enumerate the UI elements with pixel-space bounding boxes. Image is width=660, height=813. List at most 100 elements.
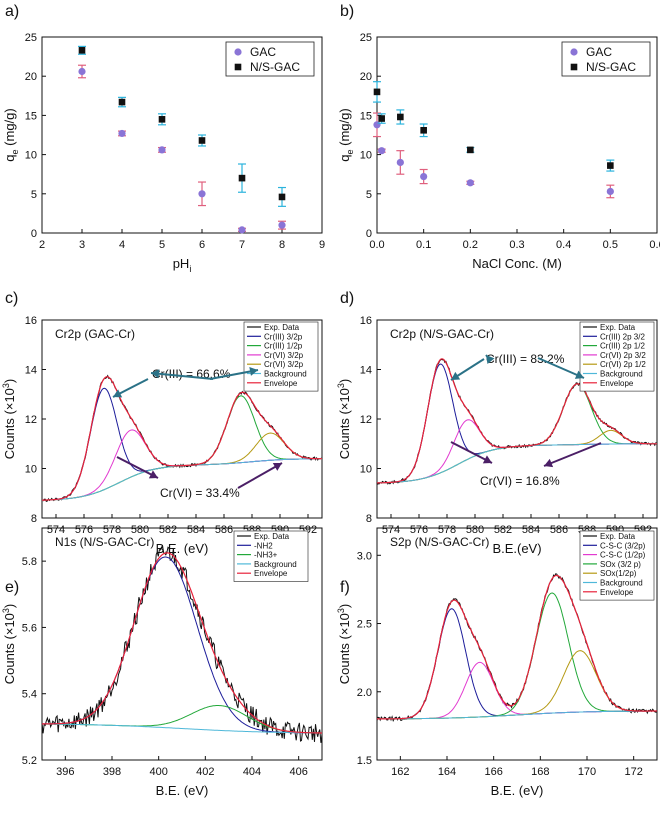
annotation-arrowhead — [482, 455, 492, 464]
x-tick-label: 576 — [410, 524, 428, 536]
x-tick-label: 576 — [75, 524, 93, 536]
data-point-nsgac — [198, 137, 206, 144]
panel-letter: b) — [340, 3, 354, 20]
x-tick-label: 396 — [56, 766, 74, 778]
x-tick-label: 400 — [149, 766, 167, 778]
data-point-gac — [606, 187, 614, 196]
legend-frame — [225, 41, 315, 77]
y-tick-label: 25 — [25, 32, 37, 44]
legend-label: -NH3+ — [254, 551, 278, 560]
legend-label: C-S-C (1/2p) — [600, 551, 646, 560]
data-point-nsgac — [278, 193, 286, 201]
scatter-panel-b: 0.0 0.1 0.2 0.3 0.4 0.5 0.6 0 5 10 15 20 25 NaCl Conc… — [337, 3, 660, 271]
plot-area — [42, 544, 322, 743]
x-axis-label: pHi — [173, 256, 192, 274]
data-point-gac — [78, 67, 86, 76]
data-point-nsgac — [420, 126, 427, 134]
x-tick-label: 404 — [243, 766, 261, 778]
legend-label: C-S-C (3/2p) — [600, 541, 646, 550]
y-axis-label-sub: e — [10, 149, 20, 154]
x-tick-label: 584 — [522, 524, 540, 536]
x-axis-label-main: NaCl Conc. (M) — [472, 256, 562, 271]
legend-label: Background — [254, 560, 297, 569]
panel-letter: e) — [5, 579, 19, 596]
data-point-nsgac — [78, 47, 86, 54]
x-tick-label: 164 — [438, 766, 456, 778]
data-point-nsgac — [238, 174, 246, 182]
plot-area — [377, 358, 657, 485]
x-tick-label: 168 — [531, 766, 549, 778]
y-tick-label: 2.0 — [357, 687, 372, 699]
legend-label: Exp. Data — [600, 323, 636, 332]
legend-label: -NH2 — [254, 541, 273, 550]
y-tick-label: 12 — [360, 414, 372, 426]
legend-frame — [561, 41, 651, 77]
x-tick-label: 7 — [239, 239, 245, 251]
legend-frame — [243, 321, 319, 392]
y-tick-label: 3.0 — [357, 550, 372, 562]
y-axis-label-main: Counts (×10 — [337, 388, 352, 459]
annotation-cr3: Cr(III) = 83.2% — [486, 352, 565, 366]
x-tick-label: 582 — [159, 524, 177, 536]
background-line — [42, 723, 322, 734]
data-point-gac — [118, 129, 126, 138]
annotation-arrow — [537, 357, 585, 379]
y-axis-label-end: ) — [337, 379, 352, 383]
x-axis-label: NaCl Conc. (M) — [472, 256, 562, 271]
component-2-line — [377, 661, 657, 720]
x-tick-label: 582 — [494, 524, 512, 536]
legend-frame — [579, 321, 655, 392]
annotation-arrowhead — [451, 371, 461, 380]
x-tick-label: 580 — [131, 524, 149, 536]
y-tick-label: 12 — [25, 414, 37, 426]
x-tick-label: 406 — [289, 766, 307, 778]
y-axis-label-sup: 3 — [1, 383, 11, 388]
y-axis-label-unit: (mg/g) — [337, 108, 352, 149]
x-tick-label: 0.4 — [556, 239, 571, 251]
xps-panel-c: 574 576 578 580 582 584 586 588 590 592810121416B… — [1, 290, 323, 556]
annotation-arrow — [209, 369, 259, 380]
y-tick-label: 5.4 — [22, 689, 37, 701]
y-axis-label-main: Counts (×10 — [2, 388, 17, 459]
data-point-nsgac — [467, 146, 474, 154]
legend-label: Envelope — [600, 379, 634, 388]
panel-letter: c) — [5, 290, 18, 307]
annotation-arrowhead — [574, 370, 584, 379]
y-tick-label: 15 — [360, 110, 372, 122]
envelope-line — [42, 376, 322, 501]
x-tick-label: 0.5 — [603, 239, 618, 251]
y-tick-label: 5 — [366, 189, 372, 201]
y-axis-label: Counts (×103) — [336, 604, 352, 685]
x-axis-label-sub: i — [189, 264, 191, 274]
annotation-arrowhead — [486, 355, 495, 365]
legend-frame — [579, 530, 655, 601]
spectrum-label: N1s (N/S-GAC-Cr) — [55, 535, 154, 549]
x-tick-label: 398 — [103, 766, 121, 778]
legend-label: SOx(1/2p) — [600, 569, 637, 578]
component-2-line — [377, 383, 657, 484]
annotation-cr6: Cr(VI) = 33.4% — [160, 486, 240, 500]
panel-letter: a) — [5, 3, 19, 20]
x-tick-label: 172 — [624, 766, 642, 778]
y-axis-label: Counts (×103) — [1, 604, 17, 685]
annotation-cr3: Cr(III) = 66.6% — [152, 367, 231, 381]
x-axis-label: B.E.(eV) — [492, 541, 541, 556]
x-tick-label: 170 — [578, 766, 596, 778]
data-point-gac — [198, 190, 206, 198]
y-tick-label: 14 — [360, 365, 372, 377]
spectrum-label: Cr2p (GAC-Cr) — [55, 327, 135, 341]
x-axis-label-main: B.E.(eV) — [492, 541, 541, 556]
xps-panel-d: 574 576 578 580 582 584 586 588 590 592810121416B… — [336, 290, 658, 556]
legend-label: Exp. Data — [254, 532, 290, 541]
y-tick-label: 10 — [360, 464, 372, 476]
spectrum-label: S2p (N/S-GAC-Cr) — [390, 535, 489, 549]
x-tick-label: 586 — [550, 524, 568, 536]
data-point-gac — [278, 221, 286, 229]
y-tick-label: 8 — [31, 513, 37, 525]
y-tick-label: 15 — [25, 110, 37, 122]
y-tick-label: 5.2 — [22, 755, 37, 767]
data-point-gac — [396, 158, 404, 167]
legend-label: Cr(III) 1/2p — [264, 342, 303, 351]
